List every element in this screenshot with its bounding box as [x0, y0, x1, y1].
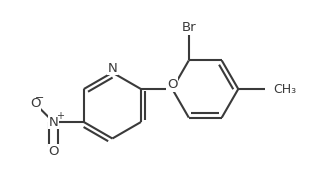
Text: +: +: [56, 111, 64, 121]
Text: N: N: [49, 115, 58, 128]
Text: Br: Br: [182, 21, 196, 34]
Text: N: N: [108, 62, 117, 75]
Text: O: O: [30, 97, 40, 110]
Text: O: O: [167, 78, 178, 91]
Text: O: O: [48, 145, 59, 158]
Text: CH₃: CH₃: [273, 83, 296, 96]
Text: −: −: [35, 93, 44, 103]
